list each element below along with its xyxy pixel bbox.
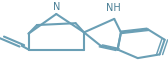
Text: NH: NH (106, 3, 120, 13)
Text: N: N (53, 2, 60, 12)
